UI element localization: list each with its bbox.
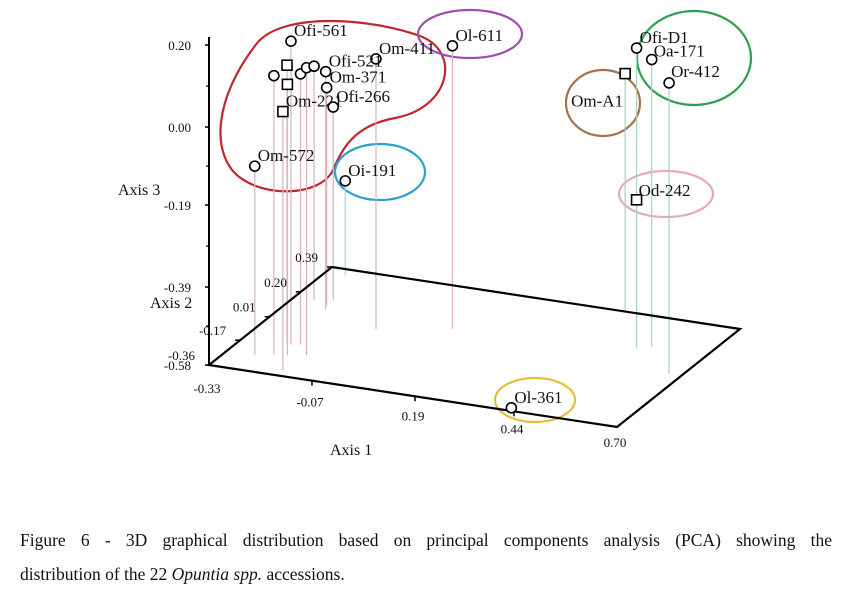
point-label: Om-411 [379,39,435,58]
axis2-tick-label: -0.17 [199,323,227,338]
axis3-tick-label: -0.58 [164,358,191,373]
caption-suffix: accessions. [262,564,345,584]
point-label: Od-242 [639,181,691,200]
point-label: Ofi-561 [294,21,348,40]
point-circle-marker [630,42,643,54]
axis2-tick-label: 0.20 [264,275,287,290]
caption-species: Opuntia spp. [171,564,263,584]
figure-caption-line1: Figure 6 - 3D graphical distribution bas… [20,530,832,550]
point-square-marker [281,59,293,72]
point-square-marker [281,78,294,91]
axis3-tick-label: -0.39 [164,280,191,295]
point-circle-marker [285,35,297,47]
axis3-title: Axis 3 [118,182,160,199]
group-outline-red [219,19,447,193]
pca-3d-chart: -0.58 -0.39 -0.19 0.00 0.20 Axis 3 -0.33 -0.07 0… [118,8,753,459]
figure-caption-line2: distribution of the 22 Opuntia spp. acce… [20,564,832,585]
point-circle-marker [645,53,658,66]
group-outline-yellow [493,376,577,424]
axis3-tick-label: -0.19 [164,198,191,213]
point-circle-marker [308,60,320,73]
point-label: Om-A1 [571,92,623,111]
group-outline-purple [416,8,524,60]
axis3-tick-label: 0.20 [168,38,191,53]
caption-prefix: distribution of the 22 [20,564,172,584]
group-outline-brown [564,68,642,138]
group-outline-cyan [333,142,427,202]
point-square-marker [619,67,631,80]
axis1-tick-label: -0.07 [296,395,324,410]
axis2-title: Axis 2 [150,295,192,312]
point-circle-marker [446,39,459,52]
axis1-title: Axis 1 [330,442,372,459]
floor-plane [206,265,743,429]
point-circle-marker [327,101,340,113]
point-circle-marker [319,65,332,78]
point-label: Ofi-D1 [640,28,689,47]
point-circle-marker [663,77,675,89]
point-label: Oa-171 [654,42,705,61]
point-circle-marker [320,81,333,94]
point-label: Om-371 [330,68,387,87]
point-square-marker [277,105,289,118]
point-label: Or-412 [671,62,720,81]
axis1-tick-label: 0.19 [402,408,425,423]
point-circle-marker [505,402,518,414]
axis2-tick-label: -0.36 [168,348,196,363]
point-circle-marker [370,53,382,65]
group-outline-pink [617,169,715,219]
point-circle-marker [248,160,261,172]
point-circle-marker [339,175,352,187]
axis1-tick-label: -0.33 [193,381,220,396]
point-label: Ol-361 [514,388,562,407]
point-label: Ofi-266 [336,87,390,106]
point-label: Om-572 [258,146,315,165]
point-label: Ofi-521 [329,52,383,71]
point-label: Ol-611 [455,26,503,45]
point-square-marker [630,194,643,206]
axis1-tick-label: 0.70 [604,435,627,450]
axis2-tick-label: 0.01 [233,300,256,315]
point-label: Oi-191 [348,161,396,180]
axis1-tick-label: 0.44 [501,421,524,436]
point-circle-marker [268,69,280,82]
axis2-tick-label: 0.39 [295,250,318,265]
axis3-tick-label: 0.00 [168,120,191,135]
